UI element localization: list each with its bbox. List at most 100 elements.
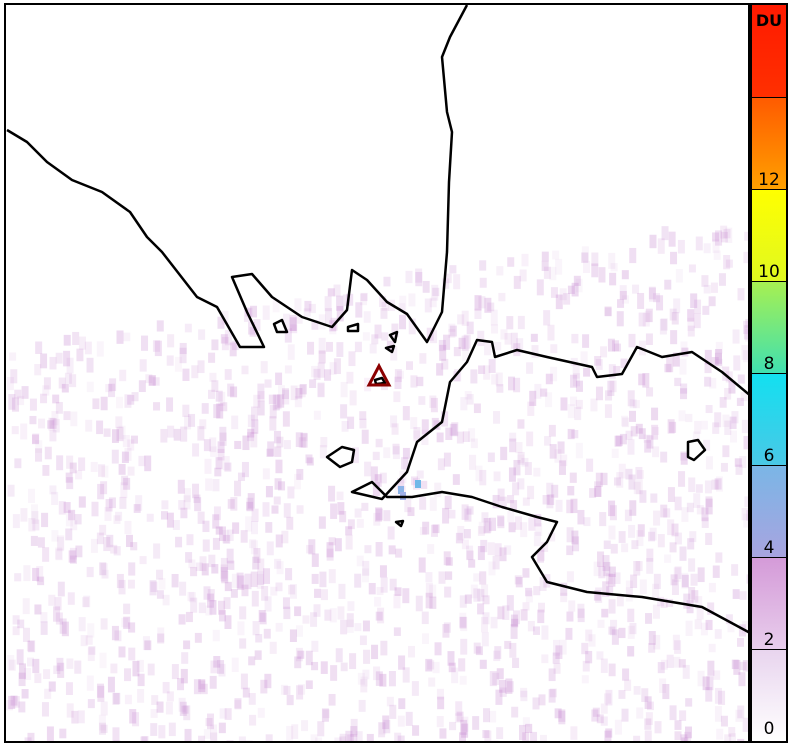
so2-pixel — [354, 623, 362, 632]
so2-pixel — [520, 687, 528, 698]
so2-pixel — [600, 658, 608, 673]
so2-pixel — [301, 720, 309, 732]
so2-pixel — [635, 561, 643, 572]
so2-pixel — [339, 510, 347, 523]
so2-pixel — [718, 273, 726, 286]
so2-pixel — [570, 726, 578, 740]
so2-pixel — [298, 684, 306, 695]
so2-pixel — [274, 558, 282, 569]
so2-pixel — [317, 383, 325, 397]
so2-pixel — [187, 591, 195, 602]
so2-pixel — [422, 280, 430, 293]
so2-pixel — [425, 592, 433, 609]
so2-pixel — [236, 572, 244, 589]
so2-pixel — [364, 545, 372, 554]
so2-pixel — [517, 419, 525, 429]
so2-pixel — [326, 542, 334, 558]
so2-pixel — [156, 590, 164, 599]
so2-pixel — [215, 457, 223, 470]
so2-pixel — [575, 278, 583, 293]
so2-pixel — [536, 279, 544, 296]
so2-pixel — [580, 351, 588, 368]
so2-pixel — [664, 363, 672, 373]
so2-pixel — [14, 573, 22, 582]
so2-pixel — [577, 603, 585, 618]
so2-pixel — [177, 479, 185, 494]
so2-pixel — [494, 646, 502, 659]
so2-pixel — [669, 421, 677, 433]
so2-pixel — [194, 497, 202, 512]
so2-pixel — [506, 316, 514, 330]
so2-pixel — [399, 295, 407, 311]
so2-pixel — [720, 225, 728, 239]
so2-pixel — [667, 519, 675, 536]
so2-pixel — [253, 547, 261, 563]
so2-pixel — [32, 519, 40, 531]
so2-pixel — [269, 404, 277, 419]
so2-pixel — [184, 323, 192, 333]
so2-pixel — [421, 611, 429, 625]
so2-pixel — [171, 664, 179, 680]
so2-pixel — [664, 554, 672, 563]
so2-pixel — [491, 324, 499, 334]
so2-pixel — [512, 482, 520, 496]
so2-pixel — [616, 595, 624, 607]
so2-pixel — [231, 340, 239, 351]
so2-pixel — [747, 384, 748, 394]
so2-pixel — [703, 439, 711, 451]
so2-pixel — [667, 419, 675, 434]
so2-pixel — [138, 455, 146, 467]
so2-pixel — [10, 695, 18, 706]
so2-pixel — [123, 477, 131, 490]
so2-pixel — [639, 579, 647, 595]
so2-pixel — [577, 608, 585, 623]
so2-pixel — [452, 474, 460, 485]
so2-pixel — [105, 383, 113, 393]
so2-pixel — [695, 596, 703, 609]
so2-pixel — [289, 584, 297, 599]
so2-pixel — [358, 699, 366, 712]
so2-pixel — [295, 432, 303, 448]
so2-pixel — [520, 522, 528, 538]
so2-pixel — [85, 635, 93, 645]
so2-pixel — [218, 600, 226, 615]
so2-pixel — [723, 229, 731, 239]
so2-pixel — [592, 707, 600, 717]
so2-pixel — [156, 320, 164, 332]
so2-pixel — [287, 344, 295, 360]
so2-pixel — [138, 380, 146, 393]
so2-pixel — [429, 395, 437, 408]
colorbar-segment — [752, 373, 786, 465]
so2-pixel — [361, 502, 369, 511]
so2-pixel — [484, 730, 492, 741]
so2-pixel — [657, 596, 665, 607]
so2-pixel — [533, 531, 541, 547]
so2-pixel — [449, 721, 457, 731]
so2-pixel — [224, 615, 232, 630]
so2-pixel — [386, 696, 394, 707]
so2-pixel — [507, 257, 515, 267]
so2-pixel — [621, 708, 629, 722]
so2-pixel — [445, 427, 453, 440]
so2-pixel — [395, 548, 403, 558]
so2-pixel — [583, 260, 591, 273]
so2-pixel — [425, 582, 433, 598]
so2-pixel — [116, 426, 124, 442]
so2-pixel — [7, 484, 15, 497]
so2-pixel — [715, 552, 723, 563]
so2-pixel — [496, 727, 504, 739]
so2-pixel — [67, 592, 75, 605]
so2-pixel — [370, 466, 378, 482]
so2-pixel — [212, 629, 220, 642]
so2-pixel — [499, 547, 507, 562]
so2-pixel — [617, 299, 625, 308]
so2-pixel — [218, 722, 226, 734]
colorbar-tick-label: 4 — [763, 538, 775, 558]
so2-pixel — [514, 575, 522, 585]
so2-pixel — [714, 349, 722, 364]
so2-pixel — [705, 498, 713, 515]
colorbar-segment — [752, 281, 786, 373]
so2-pixel — [607, 338, 615, 352]
so2-pixel — [195, 562, 203, 572]
so2-pixel — [274, 446, 282, 457]
